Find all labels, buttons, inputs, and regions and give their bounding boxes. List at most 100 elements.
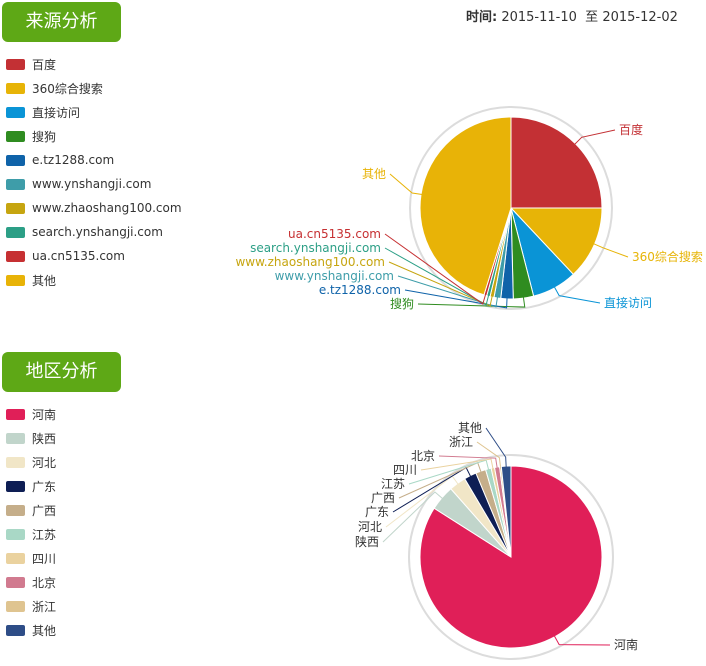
legend-item[interactable]: 江苏 (6, 522, 56, 546)
pie-slice[interactable] (510, 116, 603, 209)
legend-swatch (6, 480, 25, 492)
pie-slice-label: 浙江 (449, 435, 473, 449)
legend-swatch (6, 552, 25, 564)
legend-swatch (6, 432, 25, 444)
pie-slice-label: 北京 (411, 449, 435, 463)
legend-item[interactable]: 河南 (6, 402, 56, 426)
legend-label: 其他 (32, 273, 57, 288)
legend-label: 北京 (32, 575, 57, 590)
legend-label: 浙江 (32, 599, 57, 614)
pie-leader-line (397, 275, 499, 308)
pie-slice-label: ua.cn5135.com (288, 227, 381, 241)
legend-item[interactable]: search.ynshangji.com (6, 220, 182, 244)
legend-label: 百度 (32, 57, 57, 72)
to-label: 至 (585, 10, 599, 25)
legend-item[interactable]: 360综合搜索 (6, 76, 182, 100)
legend-label: 四川 (32, 551, 57, 566)
pie-slice-label: 直接访问 (604, 295, 652, 310)
legend-item[interactable]: 其他 (6, 618, 56, 642)
legend-swatch (6, 600, 25, 612)
legend-label: 陕西 (32, 431, 57, 446)
pie-slice-label: 其他 (362, 167, 386, 181)
legend-item[interactable]: 河北 (6, 450, 56, 474)
pie-leader-line (417, 296, 526, 308)
legend-label: 江苏 (32, 527, 57, 542)
pie-slice-label: search.ynshangji.com (250, 241, 381, 255)
legend-item[interactable]: 广东 (6, 474, 56, 498)
legend-swatch (6, 456, 25, 468)
pie-leader-line (384, 233, 487, 305)
date-label: 时间: (466, 10, 498, 25)
legend-item[interactable]: e.tz1288.com (6, 148, 182, 172)
source-section-title: 来源分析 (2, 2, 121, 42)
legend-label: www.zhaoshang100.com (32, 201, 182, 215)
legend-item[interactable]: ua.cn5135.com (6, 244, 182, 268)
legend-item[interactable]: 浙江 (6, 594, 56, 618)
legend-item[interactable]: 其他 (6, 268, 182, 292)
pie-slice-label: 广西 (371, 491, 395, 505)
pie-leader-line (485, 427, 507, 469)
legend-swatch (6, 624, 25, 636)
pie-leader-line (592, 242, 629, 258)
legend-label: ua.cn5135.com (32, 249, 125, 263)
legend-item[interactable]: 陕西 (6, 426, 56, 450)
legend-item[interactable]: 广西 (6, 498, 56, 522)
pie-slice-label: 广东 (365, 505, 389, 519)
legend-item[interactable]: 北京 (6, 570, 56, 594)
pie-slice-label: 360综合搜索 (632, 249, 703, 264)
legend-item[interactable]: 搜狗 (6, 124, 182, 148)
pie-leader-line (384, 247, 490, 306)
pie-leader-line (553, 285, 601, 304)
legend-swatch (6, 250, 25, 262)
pie-leader-line (404, 289, 508, 309)
legend-label: 广东 (32, 479, 57, 494)
region-legend: 河南陕西河北广东广西江苏四川北京浙江其他 (6, 402, 56, 642)
legend-item[interactable]: 百度 (6, 52, 182, 76)
legend-swatch (6, 154, 25, 166)
legend-swatch (6, 274, 25, 286)
pie-leader-line (573, 129, 616, 146)
pie-slice-label: 河北 (358, 520, 382, 534)
pie-leader-line (382, 491, 444, 543)
pie-leader-line (438, 455, 498, 470)
pie-leader-line (476, 441, 502, 469)
pie-leader-line (420, 458, 494, 471)
end-date: 2015-12-02 (602, 10, 678, 25)
legend-label: 直接访问 (32, 105, 81, 120)
pie-slice-label: 搜狗 (390, 296, 414, 311)
legend-label: 搜狗 (32, 129, 57, 144)
pie-outer-ring (408, 454, 614, 660)
legend-swatch (6, 58, 25, 70)
legend-label: 广西 (32, 503, 57, 518)
legend-item[interactable]: 直接访问 (6, 100, 182, 124)
pie-slice-label: e.tz1288.com (319, 283, 401, 297)
legend-swatch (6, 576, 25, 588)
pie-slice-label: 河南 (614, 637, 638, 652)
legend-label: 河南 (32, 407, 57, 422)
pie-slice-label: 陕西 (355, 534, 379, 549)
start-date: 2015-11-10 (501, 10, 577, 25)
legend-swatch (6, 528, 25, 540)
legend-swatch (6, 178, 25, 190)
legend-label: www.ynshangji.com (32, 177, 152, 191)
pie-slice-label: 其他 (458, 421, 482, 435)
legend-item[interactable]: www.zhaoshang100.com (6, 196, 182, 220)
legend-swatch (6, 130, 25, 142)
pie-leader-line (389, 173, 424, 196)
pie-leader-line (388, 261, 493, 307)
pie-leader-line (553, 634, 611, 646)
legend-swatch (6, 408, 25, 420)
legend-item[interactable]: 四川 (6, 546, 56, 570)
legend-item[interactable]: www.ynshangji.com (6, 172, 182, 196)
source-legend: 百度 360综合搜索直接访问搜狗 e.tz1288.com www.ynshangji… (6, 52, 182, 292)
legend-swatch (6, 504, 25, 516)
legend-swatch (6, 202, 25, 214)
legend-label: 其他 (32, 623, 57, 638)
legend-swatch (6, 82, 25, 94)
pie-slice-label: www.ynshangji.com (275, 269, 394, 283)
pie-outer-ring (409, 106, 613, 310)
legend-label: search.ynshangji.com (32, 225, 163, 239)
pie-slice-label: 四川 (393, 463, 417, 477)
legend-label: e.tz1288.com (32, 153, 115, 167)
